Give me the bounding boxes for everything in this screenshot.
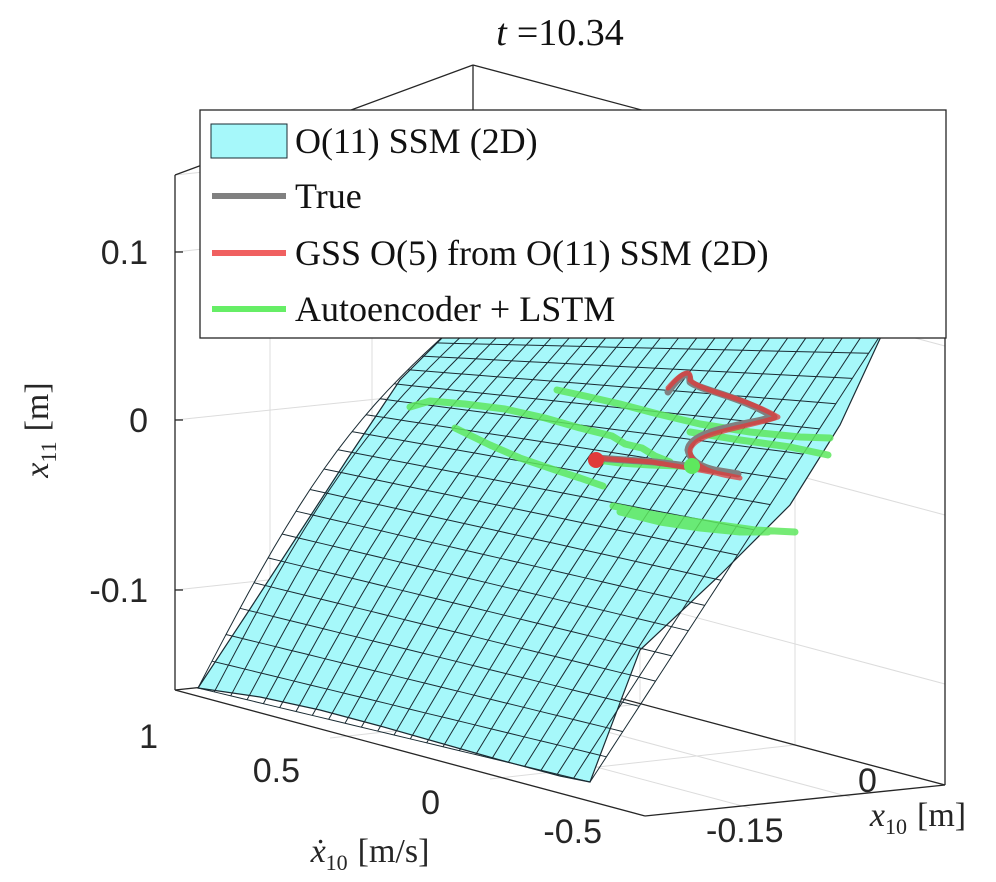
y-tick-label: -0.5 xyxy=(543,813,602,851)
svg-text:ẋ10[m/s]: ẋ10 [m/s] xyxy=(310,833,430,875)
legend-label-gss: GSS O(5) from O(11) SSM (2D) xyxy=(295,233,769,273)
z-axis-ticks: 0.1 0 -0.1 xyxy=(89,234,183,610)
mesh-line xyxy=(239,607,640,707)
mesh-line xyxy=(281,533,689,632)
legend-label-surface: O(11) SSM (2D) xyxy=(295,121,538,161)
title-value: =10.34 xyxy=(517,12,624,54)
mesh-line xyxy=(267,557,673,657)
x-tick-label: -0.15 xyxy=(706,812,784,850)
y-tick-label: 1 xyxy=(139,718,158,756)
mesh-line xyxy=(351,431,771,506)
svg-text:x11[m]: x11 [m] xyxy=(19,382,61,478)
axes-edge xyxy=(174,689,646,817)
z-tick-label: 0.1 xyxy=(101,234,148,272)
y-tick-label: 0.5 xyxy=(253,752,300,790)
z-axis-unit: [m] xyxy=(19,382,56,431)
gss-trajectory xyxy=(593,370,781,481)
y-axis-ticks: 1 0.5 0 -0.5 xyxy=(139,718,602,851)
grid-line xyxy=(489,744,796,780)
y-axis-unit: [m/s] xyxy=(358,833,430,870)
mesh-line xyxy=(323,468,738,556)
y-axis-label: ẋ10 [m/s] xyxy=(310,833,430,875)
y-axis-subscript: 10 xyxy=(326,850,348,875)
autoencoder-current-point xyxy=(684,458,700,474)
mesh-line xyxy=(421,355,853,379)
title-variable: t xyxy=(496,12,508,54)
legend-box xyxy=(199,109,947,339)
mesh-line xyxy=(309,489,722,581)
x-tick-label: 0 xyxy=(858,762,877,800)
axes-edge xyxy=(644,784,946,817)
z-axis-label: x11 [m] xyxy=(19,382,61,478)
mesh-line xyxy=(197,687,591,783)
x-axis-ticks: -0.15 0 xyxy=(706,762,877,850)
y-axis-symbol: ẋ xyxy=(310,833,326,870)
svg-text:x10[m]: x10 [m] xyxy=(869,797,966,839)
mesh-line xyxy=(435,342,869,354)
gss-current-point xyxy=(588,452,604,468)
mesh-line xyxy=(407,369,836,405)
z-tick-label: 0 xyxy=(129,402,148,440)
mesh-line xyxy=(295,510,705,606)
x-axis-label: x10 [m] xyxy=(869,797,966,839)
trajectories xyxy=(406,370,834,536)
x-axis-unit: [m] xyxy=(917,797,966,834)
y-tick-label: 0 xyxy=(421,784,440,822)
z-axis-symbol: x xyxy=(19,463,56,479)
legend-label-true: True xyxy=(295,176,362,216)
z-axis-subscript: 11 xyxy=(36,441,61,462)
legend-swatch-surface xyxy=(210,123,288,159)
legend: O(11) SSM (2D) True GSS O(5) from O(11) … xyxy=(199,109,947,339)
mesh-line xyxy=(211,660,607,758)
z-tick-label: -0.1 xyxy=(89,572,148,610)
chart-title: t =10.34 xyxy=(496,12,624,54)
mesh-line xyxy=(379,398,804,455)
x-axis-subscript: 10 xyxy=(885,814,907,839)
ssm-surface xyxy=(196,287,886,783)
legend-label-autoencoder: Autoencoder + LSTM xyxy=(295,289,615,329)
x-axis-symbol: x xyxy=(869,797,885,834)
mesh-line xyxy=(253,582,656,682)
mesh-line xyxy=(225,634,623,733)
